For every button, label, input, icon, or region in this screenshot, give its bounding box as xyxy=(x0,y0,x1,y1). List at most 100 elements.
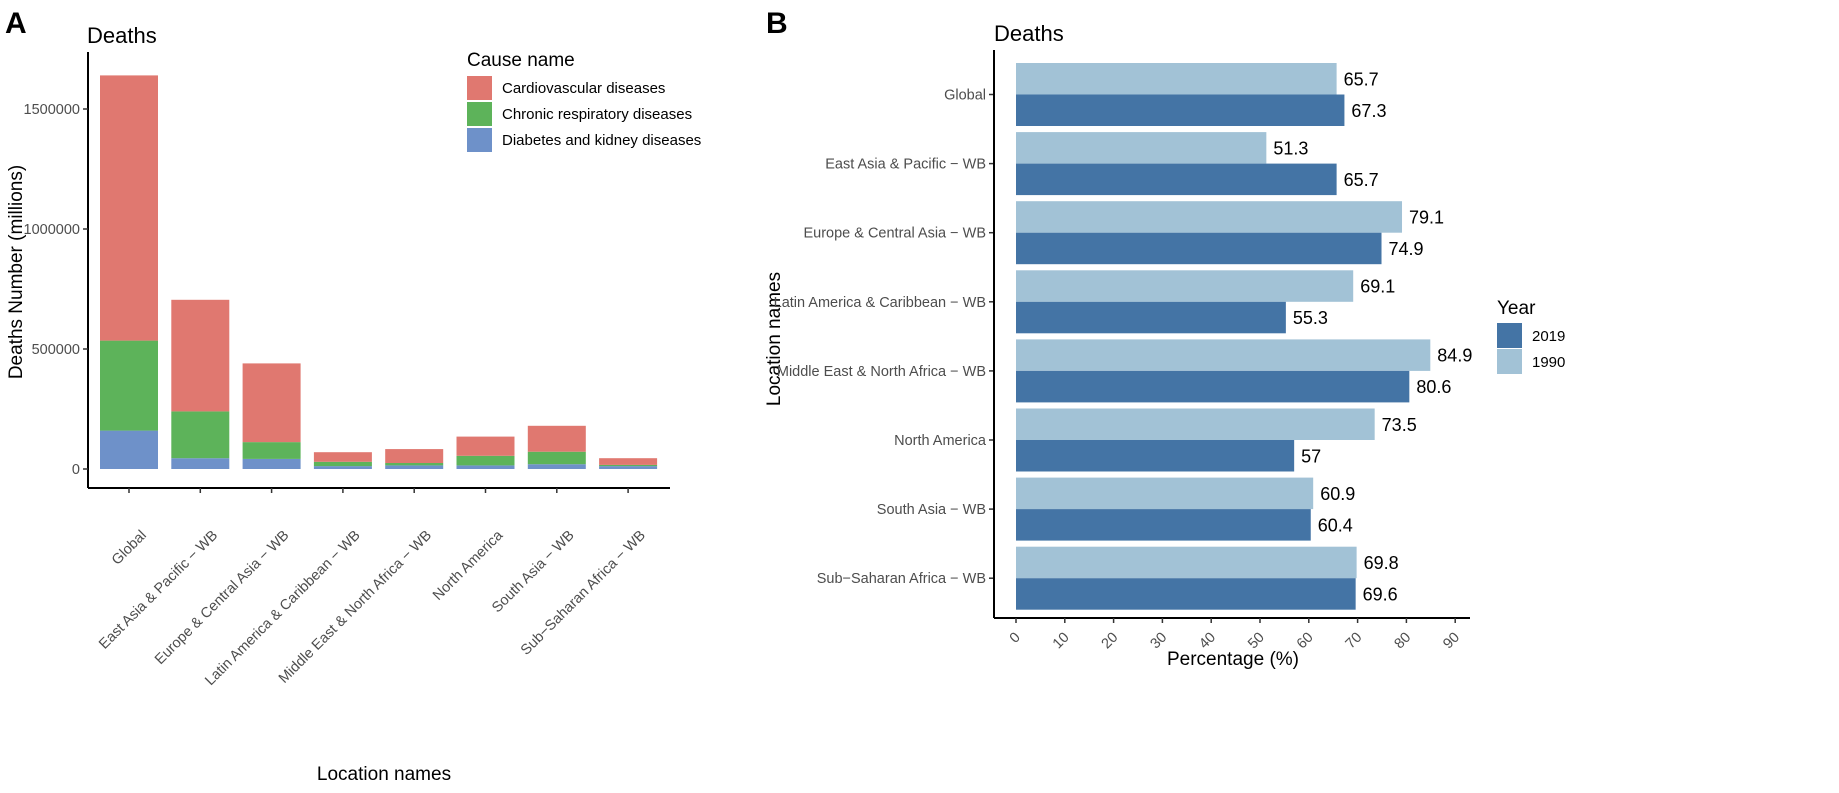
bar-label-1990: 73.5 xyxy=(1382,415,1417,435)
panel-a-legend-label: Cardiovascular diseases xyxy=(502,80,665,97)
bar-respiratory-7 xyxy=(599,464,658,467)
panel-b-y-tick-label: North America xyxy=(894,433,987,449)
bar-1990-1 xyxy=(1016,132,1267,164)
bar-2019-4 xyxy=(1016,370,1410,403)
bar-diabetes-0 xyxy=(100,430,158,469)
panel-a-y-tick-label: 1000000 xyxy=(24,222,80,238)
panel-a-legend-label: Diabetes and kidney diseases xyxy=(502,132,701,149)
bar-diabetes-4 xyxy=(385,465,444,469)
panel-a-x-tick-label: North America xyxy=(430,527,507,604)
bar-label-2019: 57 xyxy=(1301,446,1321,466)
bar-respiratory-0 xyxy=(100,340,158,431)
panel-a-y-tick-label: 500000 xyxy=(32,342,80,358)
panel-b-letter: B xyxy=(766,7,788,40)
bar-1990-4 xyxy=(1016,339,1431,371)
panel-a-title: Deaths xyxy=(87,23,157,48)
panel-a-letter: A xyxy=(5,7,27,40)
bar-1990-6 xyxy=(1016,477,1314,510)
bar-respiratory-2 xyxy=(242,442,301,459)
panel-b-x-tick-label: 0 xyxy=(1007,630,1024,647)
panel-a-x-tick-label: Latin America & Caribbean − WB xyxy=(202,528,363,689)
panel-a-legend-label: Chronic respiratory diseases xyxy=(502,106,692,123)
bar-diabetes-5 xyxy=(456,465,515,469)
panel-b-x-tick-label: 20 xyxy=(1099,630,1122,653)
bar-cardiovascular-3 xyxy=(313,452,372,462)
bar-label-1990: 69.1 xyxy=(1360,277,1395,297)
panel-b-x-tick-label: 90 xyxy=(1440,630,1463,653)
panel-a-x-tick-label: Middle East & North Africa − WB xyxy=(276,528,435,687)
panel-b-x-tick-label: 70 xyxy=(1343,630,1366,653)
bar-label-2019: 55.3 xyxy=(1293,308,1328,328)
panel-b-y-tick-label: Sub−Saharan Africa − WB xyxy=(817,571,986,587)
panel-b-y-tick-label: Europe & Central Asia − WB xyxy=(803,226,986,242)
bar-2019-1 xyxy=(1016,163,1337,196)
panel-b-legend-swatch-2019 xyxy=(1497,323,1522,348)
bar-label-1990: 60.9 xyxy=(1320,484,1355,504)
bar-label-2019: 67.3 xyxy=(1351,101,1386,121)
bar-label-1990: 51.3 xyxy=(1273,138,1308,158)
bar-respiratory-5 xyxy=(456,455,515,466)
bar-1990-5 xyxy=(1016,408,1375,440)
panel-a-x-tick-label: Sub−Saharan Africa − WB xyxy=(518,528,649,659)
bar-2019-0 xyxy=(1016,94,1345,126)
panel-b-legend-label: 1990 xyxy=(1532,354,1565,371)
panel-b-x-axis-title: Percentage (%) xyxy=(1167,649,1299,670)
bar-label-1990: 84.9 xyxy=(1437,346,1472,366)
panel-b-legend-title: Year xyxy=(1497,298,1536,319)
panel-b-plot: 65.7 67.3 Global 51.3 65.7 East Asia & Pacifi… xyxy=(774,50,1565,653)
panel-b-y-tick-label: Global xyxy=(944,88,986,104)
bar-diabetes-3 xyxy=(313,466,372,469)
bar-diabetes-2 xyxy=(242,458,301,469)
bar-cardiovascular-0 xyxy=(100,75,158,341)
bar-cardiovascular-6 xyxy=(527,425,586,452)
bar-1990-7 xyxy=(1016,546,1357,579)
panel-a-legend-swatch-respiratory xyxy=(467,102,492,126)
bar-diabetes-6 xyxy=(527,464,586,469)
bar-2019-7 xyxy=(1016,578,1356,610)
panel-b-y-tick-label: Middle East & North Africa − WB xyxy=(777,364,986,380)
bar-2019-2 xyxy=(1016,232,1382,265)
bar-diabetes-7 xyxy=(599,466,658,469)
bar-label-2019: 65.7 xyxy=(1344,170,1379,190)
bar-label-2019: 69.6 xyxy=(1363,584,1398,604)
bar-cardiovascular-7 xyxy=(599,458,658,465)
panel-b-title: Deaths xyxy=(994,21,1064,46)
panel-b-x-tick-label: 80 xyxy=(1392,630,1415,653)
bar-1990-0 xyxy=(1016,63,1337,95)
bar-respiratory-6 xyxy=(527,451,586,465)
bar-2019-3 xyxy=(1016,301,1286,334)
bar-label-2019: 60.4 xyxy=(1318,515,1353,535)
bar-label-1990: 65.7 xyxy=(1344,69,1379,89)
bar-respiratory-1 xyxy=(171,411,230,459)
bar-label-2019: 80.6 xyxy=(1416,377,1451,397)
panel-a-legend-swatch-cardiovascular xyxy=(467,76,492,100)
panel-a-y-tick-label: 1500000 xyxy=(24,102,80,118)
bar-diabetes-1 xyxy=(171,458,230,469)
panel-a-x-axis-title: Location names xyxy=(317,764,451,785)
bar-cardiovascular-4 xyxy=(385,449,444,463)
bar-label-2019: 74.9 xyxy=(1389,239,1424,259)
panel-b-y-axis-title: Location names xyxy=(764,272,785,406)
panel-b-y-tick-label: South Asia − WB xyxy=(877,502,986,518)
panel-b-legend-swatch-1990 xyxy=(1497,349,1522,374)
panel-a-x-tick-label: Global xyxy=(109,528,150,569)
bar-respiratory-4 xyxy=(385,463,444,466)
bar-2019-5 xyxy=(1016,440,1295,472)
bar-1990-2 xyxy=(1016,201,1403,233)
panel-b-legend-label: 2019 xyxy=(1532,328,1565,345)
panel-a-x-tick-label: Europe & Central Asia − WB xyxy=(152,528,292,668)
bar-2019-6 xyxy=(1016,509,1311,541)
panel-b-x-tick-label: 10 xyxy=(1050,630,1073,653)
bar-label-1990: 69.8 xyxy=(1364,553,1399,573)
bar-1990-3 xyxy=(1016,270,1354,302)
panel-b-y-tick-label: Latin America & Caribbean − WB xyxy=(774,295,986,311)
panel-a-x-tick-label: East Asia & Pacific − WB xyxy=(96,528,221,653)
bar-respiratory-3 xyxy=(313,461,372,467)
bar-cardiovascular-5 xyxy=(456,436,515,456)
panel-b-y-tick-label: East Asia & Pacific − WB xyxy=(825,157,986,173)
bar-cardiovascular-2 xyxy=(242,363,301,443)
panel-a-legend-swatch-diabetes xyxy=(467,128,492,152)
